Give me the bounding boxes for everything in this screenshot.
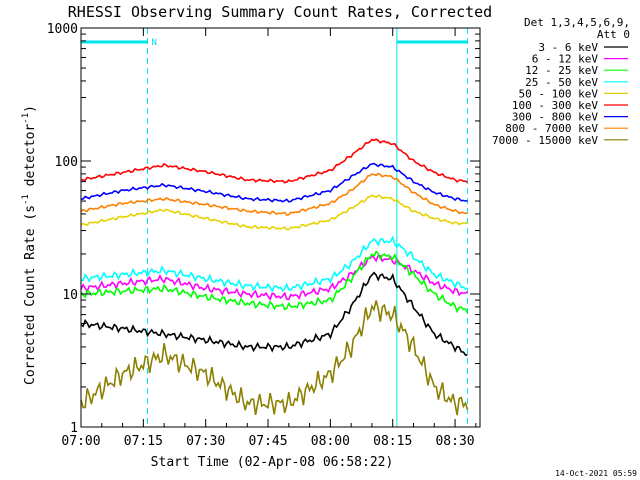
legend-header-line2: Att 0 <box>597 28 630 41</box>
legend-label-2: 12 - 25 keV <box>525 64 598 77</box>
series-line-7 <box>80 172 468 216</box>
plot-area: N <box>80 28 469 427</box>
legend-label-4: 50 - 100 keV <box>519 87 599 100</box>
legend-label-5: 100 - 300 keV <box>512 99 598 112</box>
y-tick-label-2: 100 <box>55 155 78 170</box>
legend-label-8: 7000 - 15000 keV <box>492 134 598 147</box>
series-line-5 <box>80 138 468 184</box>
chart-title: RHESSI Observing Summary Count Rates, Co… <box>68 3 492 21</box>
y-tick-label-3: 1000 <box>47 22 78 37</box>
x-axis-label: Start Time (02-Apr-08 06:58:22) <box>151 455 394 470</box>
x-tick-label-0: 07:00 <box>61 434 100 449</box>
series-line-6 <box>80 162 468 203</box>
x-tick-label-6: 08:30 <box>435 434 474 449</box>
legend-label-3: 25 - 50 keV <box>525 76 598 89</box>
x-tick-label-2: 07:30 <box>186 434 225 449</box>
legend-label-0: 3 - 6 keV <box>538 41 598 54</box>
x-tick-label-4: 08:00 <box>311 434 350 449</box>
series-line-0 <box>80 271 468 356</box>
x-tick-label-5: 08:15 <box>373 434 412 449</box>
legend-header-line1: Det 1,3,4,5,6,9, <box>524 16 630 29</box>
series-line-4 <box>80 194 468 231</box>
flag-bar-label-0: N <box>152 38 157 48</box>
axes: 07:00 07:15 07:30 07:45 08:00 08:15 08:30 1 10 10… <box>47 22 481 449</box>
x-tick-label-1: 07:15 <box>124 434 163 449</box>
y-tick-label-0: 1 <box>70 421 78 436</box>
legend-label-7: 800 - 7000 keV <box>505 122 598 135</box>
series-line-3 <box>80 235 468 294</box>
y-tick-label-1: 10 <box>62 288 78 303</box>
series-line-8 <box>80 300 469 416</box>
x-tick-label-3: 07:45 <box>248 434 287 449</box>
plot-frame <box>80 27 481 428</box>
footer-timestamp: 14-Oct-2021 05:59 <box>555 469 637 478</box>
legend-label-1: 6 - 12 keV <box>532 53 599 66</box>
series-line-2 <box>80 250 469 314</box>
legend-label-6: 300 - 800 keV <box>512 111 598 124</box>
y-axis-label: Corrected Count Rate (s-1 detector-1) <box>21 105 38 385</box>
series-line-1 <box>80 254 469 302</box>
